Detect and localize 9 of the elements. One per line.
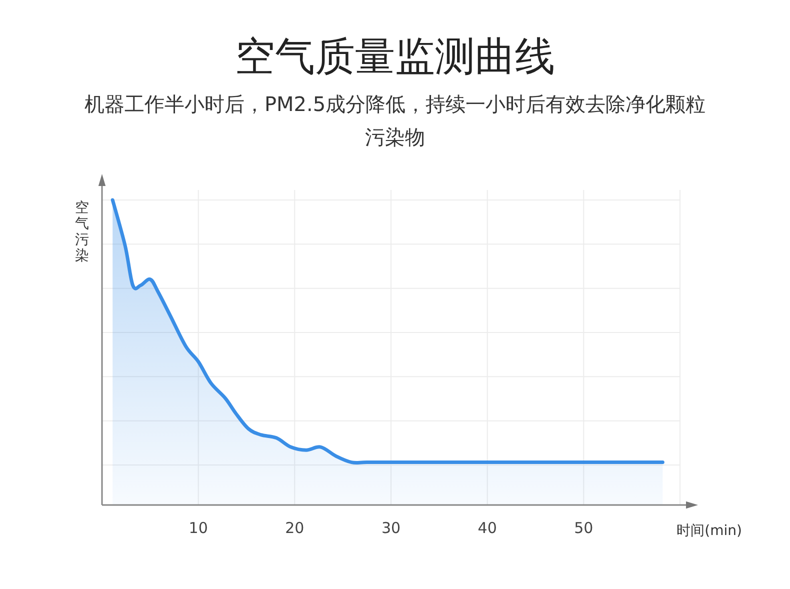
chart-subtitle: 机器工作半小时后，PM2.5成分降低，持续一小时后有效去除净化颗粒污染物: [83, 91, 707, 151]
y-axis-title: 空气污染: [75, 200, 89, 264]
x-tick-label: 10: [188, 519, 208, 537]
x-tick-label: 50: [574, 519, 594, 537]
x-tick-label: 30: [381, 519, 401, 537]
x-tick-label: 40: [478, 519, 497, 537]
x-tick-label: 20: [285, 519, 304, 537]
x-axis-title: 时间(min): [676, 523, 742, 539]
chart-title: 空气质量监测曲线: [235, 34, 555, 80]
